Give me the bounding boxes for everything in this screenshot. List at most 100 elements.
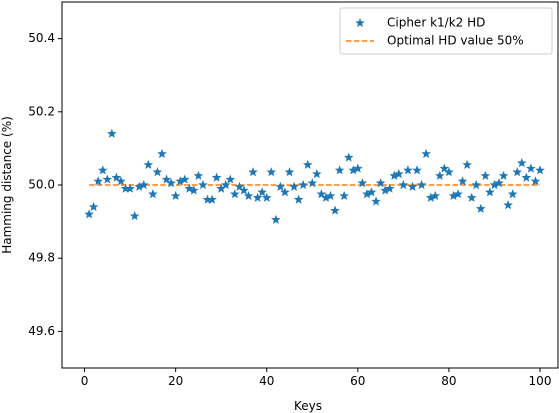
- data-point: [453, 189, 463, 199]
- data-point: [421, 148, 431, 158]
- data-point: [503, 200, 513, 210]
- data-point: [84, 209, 94, 219]
- x-tick-label: 0: [81, 374, 89, 388]
- data-point: [407, 181, 418, 191]
- data-point: [284, 167, 295, 177]
- y-tick-label: 49.6: [28, 324, 55, 338]
- data-point: [462, 159, 472, 169]
- data-point: [507, 189, 518, 199]
- data-point: [189, 185, 199, 195]
- data-point: [230, 189, 240, 199]
- data-point: [129, 211, 140, 221]
- data-point: [266, 167, 277, 177]
- data-point: [435, 170, 445, 180]
- data-point: [152, 167, 163, 177]
- data-point: [280, 187, 290, 197]
- plot-area: [84, 128, 545, 224]
- data-point: [293, 194, 304, 204]
- data-point: [271, 214, 281, 224]
- data-point: [161, 174, 172, 184]
- data-point: [93, 176, 103, 186]
- data-point: [526, 163, 536, 173]
- data-point: [116, 176, 126, 186]
- legend-box: [339, 7, 553, 55]
- axis-ticks: 0 20 40 60 80 100 49.6 49.8 50.0 50.2 50.4: [28, 31, 551, 388]
- data-point: [157, 148, 167, 158]
- data-point: [316, 189, 327, 199]
- data-point: [384, 183, 395, 193]
- data-point: [225, 174, 236, 184]
- data-point: [220, 179, 231, 190]
- y-axis-label: Hamming distance (%): [0, 116, 14, 254]
- data-point: [371, 196, 381, 206]
- x-tick-label: 60: [350, 374, 365, 388]
- data-point: [179, 174, 190, 184]
- data-point: [325, 190, 336, 201]
- data-point: [184, 183, 195, 193]
- data-point: [97, 165, 108, 175]
- data-point: [239, 185, 249, 195]
- data-point: [312, 168, 322, 179]
- data-point: [207, 194, 217, 204]
- data-point: [439, 163, 450, 173]
- data-point: [261, 192, 272, 202]
- data-point: [498, 170, 509, 180]
- data-point: [403, 165, 413, 175]
- data-point: [170, 190, 181, 201]
- data-point: [257, 187, 267, 197]
- data-point: [198, 179, 208, 190]
- data-point: [353, 163, 363, 173]
- data-point: [248, 167, 258, 177]
- data-point: [398, 179, 409, 190]
- data-point: [275, 181, 286, 191]
- data-point: [289, 181, 299, 191]
- data-point: [394, 168, 404, 179]
- data-point: [375, 178, 386, 188]
- data-point: [480, 170, 491, 180]
- data-point: [302, 159, 313, 169]
- x-tick-label: 80: [441, 374, 456, 388]
- data-point: [521, 172, 532, 182]
- data-point: [193, 170, 204, 180]
- data-point: [535, 165, 545, 175]
- y-tick-label: 50.2: [28, 104, 55, 118]
- data-point: [444, 167, 454, 177]
- data-point: [512, 167, 523, 177]
- x-axis-label: Keys: [294, 399, 322, 413]
- legend-star-marker: [355, 17, 365, 28]
- data-point: [330, 205, 340, 215]
- data-point: [357, 178, 368, 188]
- data-point: [412, 165, 422, 175]
- data-point: [416, 179, 427, 190]
- x-tick-label: 100: [529, 374, 552, 388]
- data-point: [234, 181, 245, 191]
- data-point: [88, 201, 99, 212]
- data-point: [125, 183, 135, 193]
- data-point: [148, 189, 158, 199]
- data-point: [107, 128, 117, 138]
- y-tick-label: 50.0: [28, 178, 55, 192]
- data-point: [102, 174, 113, 184]
- x-tick-label: 40: [259, 374, 274, 388]
- legend-label-optimal: Optimal HD value 50%: [387, 34, 524, 48]
- data-point: [298, 179, 308, 190]
- data-point: [466, 192, 477, 202]
- data-point: [471, 179, 482, 190]
- legend-label-cipher: Cipher k1/k2 HD: [387, 16, 485, 30]
- data-point: [143, 159, 154, 169]
- data-point: [366, 187, 377, 197]
- data-point: [307, 178, 318, 188]
- data-point: [111, 172, 122, 182]
- data-point: [457, 176, 468, 186]
- data-point: [494, 178, 504, 188]
- y-tick-label: 50.4: [28, 31, 55, 45]
- data-point: [517, 158, 527, 168]
- data-point: [485, 187, 495, 197]
- x-tick-label: 20: [168, 374, 183, 388]
- data-point: [430, 190, 441, 201]
- data-point: [343, 152, 354, 162]
- data-point: [166, 178, 176, 188]
- data-point: [530, 176, 541, 186]
